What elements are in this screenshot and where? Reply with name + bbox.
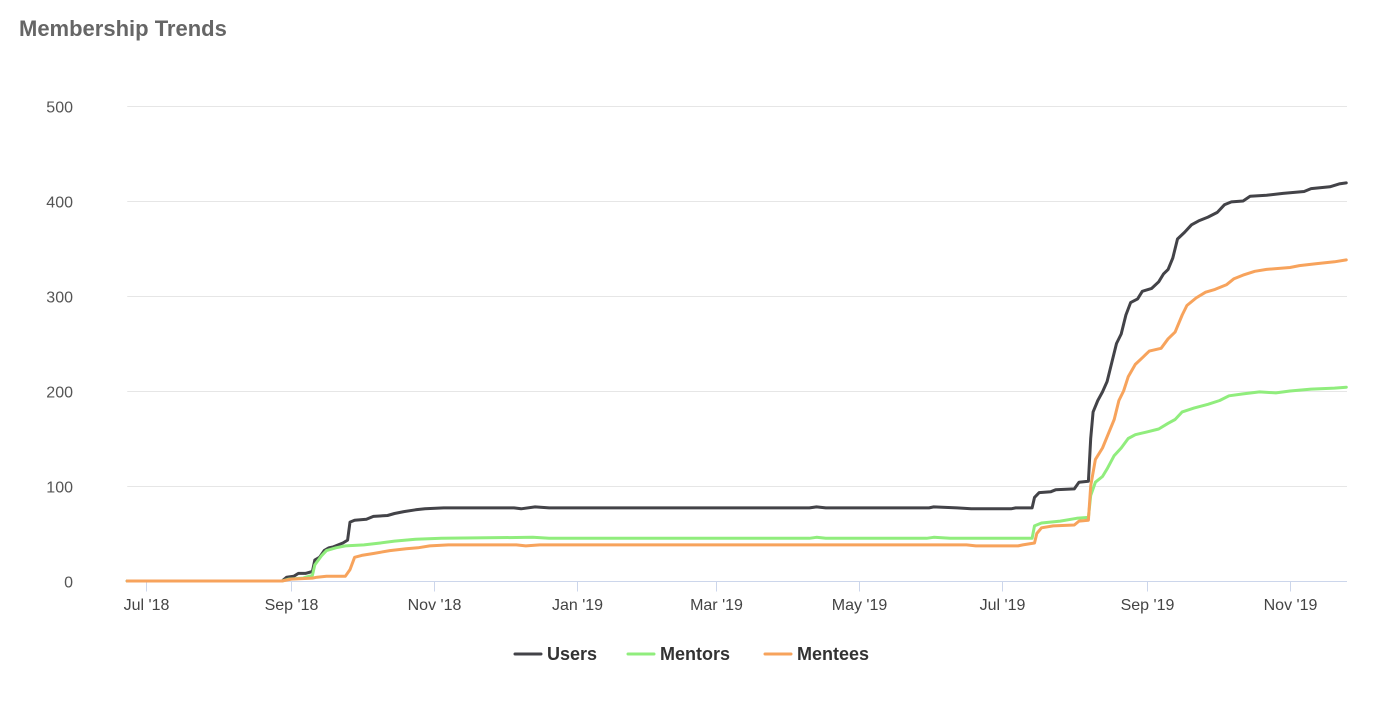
legend-item-mentees[interactable]: Mentees [763, 644, 869, 664]
legend-label: Mentors [660, 644, 730, 664]
x-tick-label: Jul '19 [980, 597, 1026, 614]
x-tick-label: Sep '18 [265, 597, 319, 614]
legend-item-mentors[interactable]: Mentors [626, 644, 730, 664]
y-tick-label: 0 [64, 575, 73, 592]
y-tick-label: 400 [46, 195, 73, 212]
x-tick-label: Nov '18 [408, 597, 462, 614]
x-tick-label: Sep '19 [1121, 597, 1175, 614]
x-tick-label: Jan '19 [552, 597, 603, 614]
legend-label: Users [547, 644, 597, 664]
legend-label: Mentees [797, 644, 869, 664]
chart-title: Membership Trends [19, 16, 227, 41]
x-tick-label: Mar '19 [690, 597, 743, 614]
x-tick-label: Nov '19 [1264, 597, 1318, 614]
legend-item-users[interactable]: Users [513, 644, 597, 664]
y-axis: 0 100 200 300 400 500 [46, 100, 73, 592]
x-axis: Jul '18 Sep '18 Nov '18 Jan '19 Mar '19 May '… [124, 581, 1347, 614]
series-line-users[interactable] [125, 181, 1348, 583]
x-tick-label: May '19 [832, 597, 888, 614]
series-lines [125, 181, 1348, 583]
series-line-mentees[interactable] [125, 258, 1348, 583]
y-tick-label: 500 [46, 100, 73, 117]
legend: Users Mentors Mentees [513, 644, 869, 664]
x-tick-label: Jul '18 [124, 597, 170, 614]
series-line-mentors[interactable] [125, 385, 1348, 583]
y-tick-label: 100 [46, 480, 73, 497]
y-tick-label: 300 [46, 290, 73, 307]
y-tick-label: 200 [46, 385, 73, 402]
grid-lines [127, 106, 1347, 487]
